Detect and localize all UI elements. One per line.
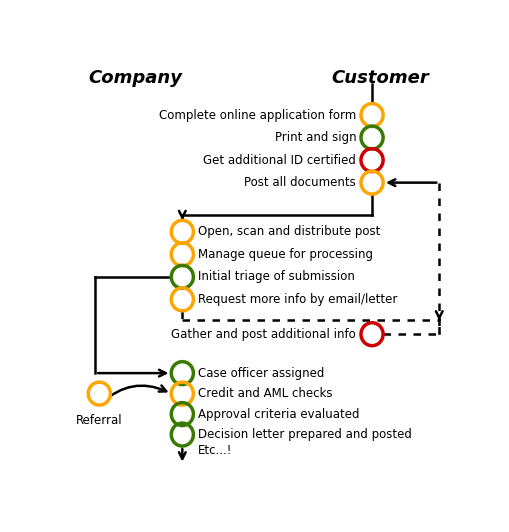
Text: Etc...!: Etc...!	[198, 444, 232, 458]
Text: Complete online application form: Complete online application form	[159, 109, 355, 121]
Circle shape	[360, 148, 382, 172]
Circle shape	[171, 423, 193, 446]
Circle shape	[360, 323, 382, 346]
Text: Case officer assigned: Case officer assigned	[198, 367, 324, 380]
Circle shape	[171, 362, 193, 385]
Circle shape	[88, 382, 110, 405]
Text: Company: Company	[88, 69, 182, 87]
Text: Post all documents: Post all documents	[244, 176, 355, 189]
Circle shape	[171, 382, 193, 405]
Text: Customer: Customer	[330, 69, 428, 87]
Text: Open, scan and distribute post: Open, scan and distribute post	[198, 225, 380, 238]
Text: Gather and post additional info: Gather and post additional info	[171, 328, 355, 340]
Circle shape	[360, 171, 382, 194]
Circle shape	[171, 220, 193, 243]
Text: Initial triage of submission: Initial triage of submission	[198, 270, 354, 284]
Circle shape	[360, 126, 382, 149]
Circle shape	[171, 265, 193, 288]
Text: Get additional ID certified: Get additional ID certified	[203, 154, 355, 167]
Text: Request more info by email/letter: Request more info by email/letter	[198, 293, 397, 306]
Circle shape	[171, 288, 193, 311]
Circle shape	[171, 403, 193, 426]
Circle shape	[171, 243, 193, 266]
Text: Print and sign: Print and sign	[274, 131, 355, 144]
Text: Manage queue for processing: Manage queue for processing	[198, 248, 373, 261]
Text: Referral: Referral	[76, 414, 122, 427]
Text: Credit and AML checks: Credit and AML checks	[198, 387, 332, 400]
Circle shape	[360, 104, 382, 127]
Text: Approval criteria evaluated: Approval criteria evaluated	[198, 408, 359, 421]
Text: Decision letter prepared and posted: Decision letter prepared and posted	[198, 428, 411, 441]
